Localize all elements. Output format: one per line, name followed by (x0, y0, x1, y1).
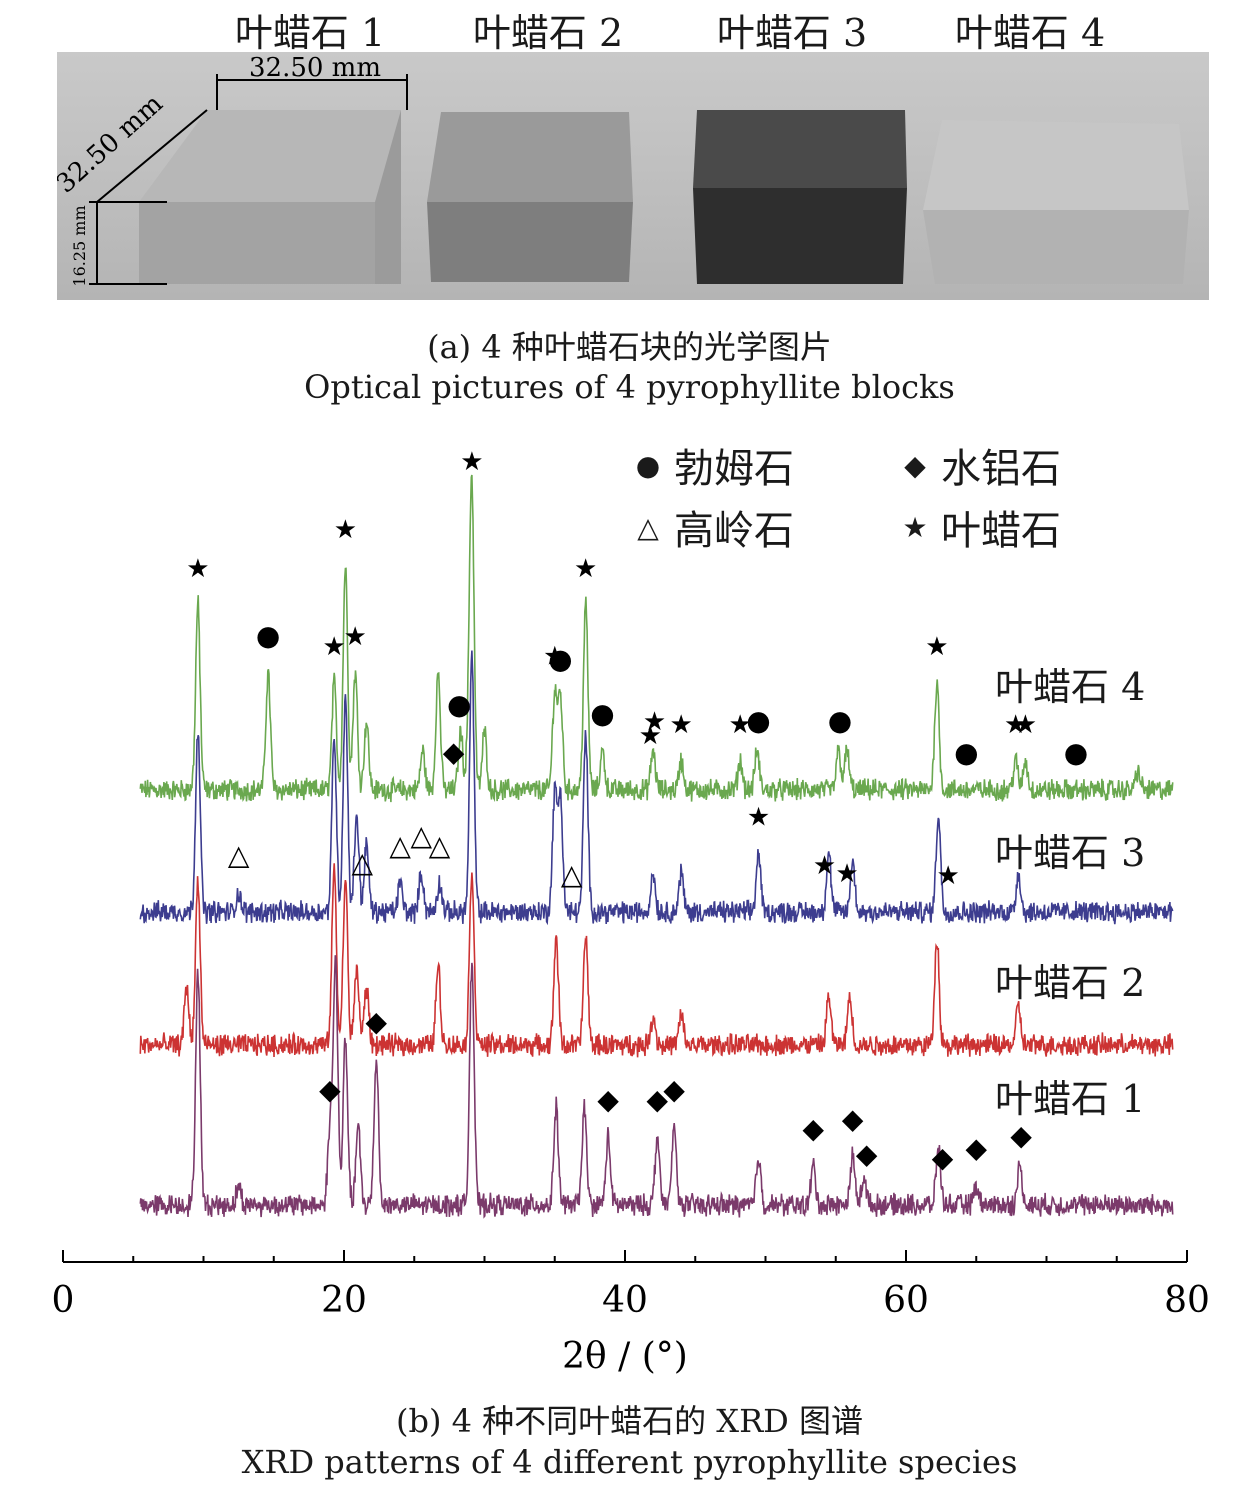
peak-marker-32: ★ (936, 861, 959, 891)
peak-marker-40: ◆ (856, 1138, 878, 1171)
x-axis-label: 2θ / (°) (562, 1336, 688, 1377)
legend-item-diaspore: ◆ 水铝石 (895, 436, 1061, 494)
legend-item-boehmite: ● 勃姆石 (628, 436, 794, 494)
x-tick-label: 20 (321, 1280, 367, 1321)
peak-marker-11: ● (590, 697, 614, 730)
dimension-width-label: 32.50 mm (249, 53, 381, 83)
peak-marker-21: ★ (1014, 710, 1037, 740)
x-tick-label: 60 (883, 1280, 929, 1321)
block-label-4: 叶蜡石 4 (954, 11, 1106, 55)
block-label-3: 叶蜡石 3 (716, 11, 868, 55)
legend-label-diaspore: 水铝石 (941, 446, 1061, 492)
legend-item-pyrophyllite: ★ 叶蜡石 (895, 498, 1061, 556)
peak-marker-23: △ (228, 839, 250, 872)
peak-marker-9: ● (548, 642, 572, 675)
peak-marker-7: ★ (460, 447, 483, 477)
peak-marker-17: ● (828, 704, 852, 737)
x-tick-label: 40 (602, 1280, 648, 1321)
peak-marker-29: ★ (747, 803, 770, 833)
blocks-photo: 32.50 mm 32.50 mm 16.25 mm (57, 52, 1209, 300)
block-1 (139, 110, 401, 284)
peak-marker-8: ★ (543, 642, 566, 672)
photo-caption-en: Optical pictures of 4 pyrophyllite block… (304, 368, 955, 406)
peak-marker-42: ◆ (966, 1132, 988, 1165)
peak-marker-37: ◆ (663, 1073, 685, 1106)
peak-marker-33: ◆ (319, 1073, 341, 1106)
peak-marker-34: ◆ (366, 1005, 388, 1038)
peak-marker-20: ★ (1004, 710, 1027, 740)
peak-marker-4: ★ (344, 622, 367, 652)
peak-marker-10: ★ (574, 554, 597, 584)
dimension-depth-label: 32.50 mm (57, 89, 169, 200)
peak-marker-3: ★ (334, 515, 357, 545)
legend-item-kaolinite: △ 高岭石 (628, 498, 794, 556)
peak-marker-30: ★ (813, 851, 836, 881)
block-label-1: 叶蜡石 1 (234, 11, 386, 55)
chart-caption-zh: (b) 4 种不同叶蜡石的 XRD 图谱 (395, 1402, 864, 1440)
peak-marker-35: ◆ (597, 1083, 619, 1116)
block-4 (923, 120, 1189, 284)
legend-symbol-pyrophyllite: ★ (902, 510, 928, 544)
peak-marker-31: ★ (835, 859, 858, 889)
trace-label-2: 叶蜡石 2 (995, 961, 1146, 1005)
peak-marker-28: △ (561, 858, 583, 891)
peak-marker-22: ● (1064, 736, 1088, 769)
peak-marker-39: ◆ (842, 1102, 864, 1135)
peak-marker-14: ★ (670, 710, 693, 740)
trace-label-1: 叶蜡石 1 (995, 1077, 1146, 1121)
block-label-2: 叶蜡石 2 (472, 11, 624, 55)
x-axis: 0 20 40 60 80 (52, 1250, 1210, 1321)
peak-marker-15: ★ (729, 710, 752, 740)
peak-marker-25: △ (389, 829, 411, 862)
legend-label-kaolinite: 高岭石 (674, 508, 794, 554)
peak-marker-5: ◆ (443, 736, 465, 769)
peak-marker-16: ● (746, 704, 770, 737)
legend-symbol-kaolinite: △ (637, 510, 659, 544)
legend-symbol-diaspore: ◆ (904, 448, 926, 482)
peak-marker-13: ★ (643, 707, 666, 737)
chart-caption-en: XRD patterns of 4 different pyrophyllite… (241, 1443, 1018, 1481)
legend-label-pyrophyllite: 叶蜡石 (941, 508, 1061, 554)
peak-marker-38: ◆ (803, 1112, 825, 1145)
peak-marker-19: ● (954, 736, 978, 769)
peak-marker-36: ◆ (647, 1083, 669, 1116)
legend-label-boehmite: 勃姆石 (674, 446, 794, 492)
peak-marker-6: ● (447, 688, 471, 721)
dimension-lines (89, 74, 408, 285)
peak-marker-41: ◆ (932, 1141, 954, 1174)
peak-marker-26: △ (411, 819, 433, 852)
peak-marker-12: ★ (639, 721, 662, 751)
peak-marker-18: ★ (925, 632, 948, 662)
block-3 (693, 110, 907, 284)
legend-symbol-boehmite: ● (635, 448, 661, 482)
peak-marker-43: ◆ (1010, 1119, 1032, 1152)
peak-marker-2: ★ (323, 632, 346, 662)
block-labels: 叶蜡石 1 叶蜡石 2 叶蜡石 3 叶蜡石 4 (0, 0, 1259, 55)
peak-marker-27: △ (429, 829, 451, 862)
photo-caption-zh: (a) 4 种叶蜡石块的光学图片 (427, 328, 832, 366)
dimension-height-label: 16.25 mm (70, 205, 89, 286)
x-tick-label: 0 (52, 1280, 75, 1321)
trace-label-3: 叶蜡石 3 (995, 831, 1146, 875)
peak-marker-0: ★ (186, 554, 209, 584)
trace-label-4: 叶蜡石 4 (995, 665, 1146, 709)
block-2 (427, 112, 633, 282)
x-tick-label: 80 (1164, 1280, 1210, 1321)
peak-marker-24: △ (352, 846, 374, 879)
peak-marker-1: ● (256, 619, 280, 652)
peak-markers: ★● ★★★◆●★★●★●★★ ★ ★● ●★●★★●△ △△ △△△★★ ★ ★◆◆◆ ◆◆◆ ◆… (186, 447, 1088, 1174)
blocks-photo-drawing: 32.50 mm 32.50 mm 16.25 mm (57, 53, 1189, 287)
